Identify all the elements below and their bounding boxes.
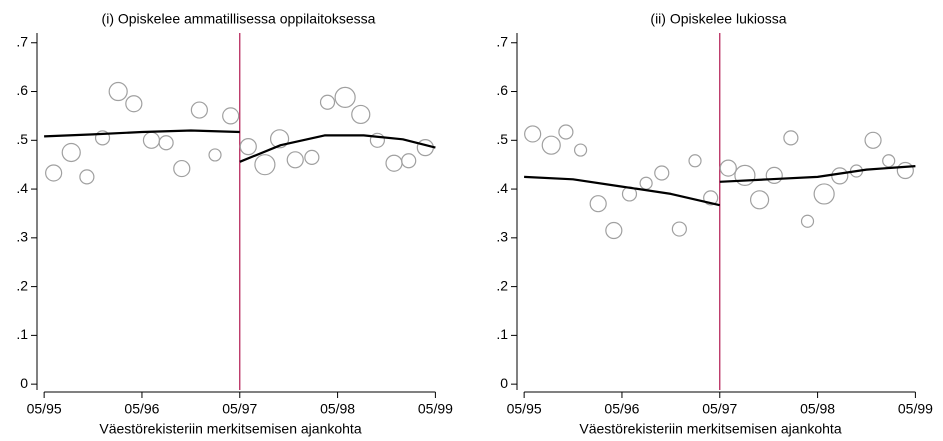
bubble bbox=[688, 154, 702, 168]
bubble bbox=[605, 221, 623, 240]
bubble bbox=[79, 169, 95, 185]
bubble bbox=[813, 183, 835, 205]
y-tick-label: .5 bbox=[16, 131, 28, 147]
x-tick-label: 05/98 bbox=[800, 401, 835, 417]
panel-title: (i) Opiskelee ammatillisessa oppilaitoks… bbox=[102, 11, 376, 27]
y-tick-label: .3 bbox=[496, 229, 508, 245]
bubble bbox=[286, 151, 304, 169]
y-tick-label: .2 bbox=[16, 277, 28, 293]
y-tick-label: 0 bbox=[20, 375, 28, 391]
y-tick-label: .4 bbox=[496, 180, 508, 196]
bubble bbox=[351, 104, 371, 125]
bubble bbox=[254, 154, 276, 176]
fit-line bbox=[239, 134, 436, 163]
bubble bbox=[783, 130, 799, 146]
bubble bbox=[882, 154, 896, 168]
panel-title: (ii) Opiskelee lukiossa bbox=[650, 11, 786, 27]
bubble bbox=[108, 81, 128, 102]
y-tick-label: .4 bbox=[16, 180, 28, 196]
fit-line bbox=[524, 175, 721, 207]
bubble bbox=[61, 142, 81, 163]
bubble bbox=[173, 159, 191, 178]
y-tick-label: .2 bbox=[496, 277, 508, 293]
y-tick-label: .7 bbox=[16, 33, 28, 49]
bubble bbox=[864, 131, 882, 149]
bubble bbox=[589, 195, 607, 213]
bubble bbox=[719, 159, 737, 177]
x-tick-label: 05/97 bbox=[222, 401, 257, 417]
bubble bbox=[208, 148, 222, 162]
x-tick-label: 05/99 bbox=[418, 401, 453, 417]
x-axis-title: Väestörekisteriin merkitsemisen ajankoht… bbox=[99, 421, 361, 437]
bubble bbox=[703, 190, 719, 206]
bubble bbox=[573, 143, 588, 157]
x-tick-label: 05/96 bbox=[604, 401, 639, 417]
bubble bbox=[385, 154, 403, 172]
x-tick-label: 05/98 bbox=[320, 401, 355, 417]
x-tick-label: 05/96 bbox=[124, 401, 159, 417]
x-axis-title: Väestörekisteriin merkitsemisen ajankoht… bbox=[579, 421, 841, 437]
bubble bbox=[541, 135, 561, 155]
x-tick-label: 05/95 bbox=[27, 401, 62, 417]
bubble bbox=[304, 149, 320, 165]
bubble bbox=[765, 166, 783, 185]
bubble bbox=[671, 221, 687, 237]
bubble bbox=[654, 165, 670, 181]
y-tick-label: .1 bbox=[16, 326, 28, 342]
y-tick-label: 0 bbox=[500, 375, 508, 391]
bubble bbox=[558, 124, 574, 140]
bubble bbox=[190, 101, 208, 119]
y-tick-label: .3 bbox=[16, 229, 28, 245]
bubble bbox=[524, 125, 542, 143]
fit-line bbox=[719, 165, 916, 183]
bubble bbox=[334, 86, 356, 108]
fit-line bbox=[44, 129, 240, 138]
bubble bbox=[831, 167, 849, 185]
x-tick-label: 05/95 bbox=[507, 401, 542, 417]
bubble bbox=[319, 94, 336, 110]
bubble bbox=[734, 164, 756, 187]
y-tick-label: .6 bbox=[496, 82, 508, 98]
bubble bbox=[401, 153, 417, 169]
y-tick-label: .5 bbox=[496, 131, 508, 147]
bubble bbox=[896, 161, 914, 180]
bubble bbox=[222, 107, 240, 125]
bubble bbox=[158, 135, 174, 151]
bubble bbox=[142, 131, 161, 149]
bubble bbox=[639, 176, 653, 190]
bubble bbox=[94, 130, 111, 146]
x-tick-label: 05/97 bbox=[702, 401, 737, 417]
y-tick-label: .7 bbox=[496, 33, 508, 49]
bubble bbox=[239, 138, 257, 156]
bubble bbox=[125, 95, 143, 113]
bubble bbox=[45, 164, 63, 182]
bubble bbox=[749, 190, 770, 210]
bubble bbox=[416, 139, 434, 157]
bubble bbox=[369, 132, 385, 148]
bubble bbox=[269, 129, 290, 149]
x-tick-label: 05/99 bbox=[898, 401, 933, 417]
y-tick-label: .1 bbox=[496, 326, 508, 342]
bubble bbox=[800, 214, 815, 228]
y-tick-label: .6 bbox=[16, 82, 28, 98]
